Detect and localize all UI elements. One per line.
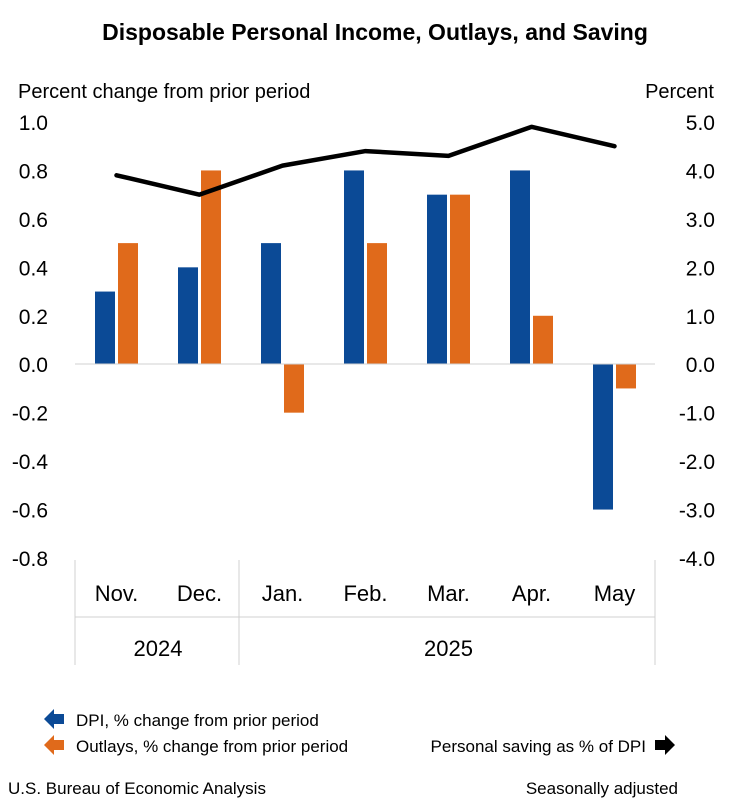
left-tick-label: -0.4	[12, 451, 49, 474]
legend-label-outlays: Outlays, % change from prior period	[76, 737, 348, 756]
left-axis-ticks: 1.0 0.8 0.6 0.4 0.2 0.0 -0.2 -0.4 -0.6 -0.8	[12, 112, 49, 571]
bar-dpi	[178, 267, 198, 365]
bar-dpi	[261, 243, 281, 365]
bar-dpi	[427, 194, 447, 365]
right-tick-label: -2.0	[679, 451, 715, 474]
saving-line	[114, 124, 617, 197]
left-tick-label: -0.6	[12, 500, 48, 523]
bar-outlays	[201, 170, 221, 365]
left-arrow-icon	[44, 735, 64, 755]
left-tick-label: 0.6	[19, 209, 48, 232]
left-tick-label: 0.2	[19, 306, 48, 329]
bar-series	[95, 170, 636, 510]
bar-outlays	[118, 243, 138, 365]
year-label: 2024	[134, 636, 183, 661]
right-tick-label: 2.0	[686, 257, 715, 280]
right-tick-label: 1.0	[686, 306, 715, 329]
legend-label-dpi: DPI, % change from prior period	[76, 711, 319, 730]
category-label: Apr.	[512, 581, 551, 606]
right-axis-ticks: 5.0 4.0 3.0 2.0 1.0 0.0 -1.0 -2.0 -3.0 -4.0	[679, 112, 715, 571]
chart-title: Disposable Personal Income, Outlays, and…	[102, 19, 648, 45]
year-label: 2025	[424, 636, 473, 661]
category-label: May	[594, 581, 636, 606]
right-tick-label: -3.0	[679, 500, 715, 523]
legend: DPI, % change from prior period Outlays,…	[44, 709, 675, 756]
legend-item-saving: Personal saving as % of DPI	[431, 735, 675, 756]
category-label: Mar.	[427, 581, 470, 606]
saving-line-series	[114, 124, 617, 197]
category-label: Nov.	[95, 581, 139, 606]
category-label: Jan.	[262, 581, 304, 606]
bar-outlays	[533, 315, 553, 365]
right-axis-title: Percent	[645, 81, 714, 103]
right-tick-label: -4.0	[679, 548, 715, 571]
bar-outlays	[284, 364, 304, 413]
right-arrow-icon	[655, 735, 675, 755]
left-tick-label: 0.4	[19, 257, 49, 280]
legend-item-outlays: Outlays, % change from prior period	[44, 735, 348, 756]
legend-item-dpi: DPI, % change from prior period	[44, 709, 319, 730]
bar-dpi	[593, 364, 613, 510]
right-tick-label: 3.0	[686, 209, 715, 232]
year-labels: 2024 2025	[134, 636, 473, 661]
category-label: Feb.	[343, 581, 387, 606]
category-table-lines	[74, 560, 656, 665]
left-tick-label: 1.0	[19, 112, 48, 135]
left-axis-title: Percent change from prior period	[18, 81, 310, 103]
bar-dpi	[510, 170, 530, 365]
bar-outlays	[450, 194, 470, 365]
bar-outlays	[367, 243, 387, 365]
right-tick-label: 4.0	[686, 160, 715, 183]
seasonal-note: Seasonally adjusted	[526, 779, 678, 798]
right-tick-label: -1.0	[679, 403, 715, 426]
category-labels: Nov. Dec. Jan. Feb. Mar. Apr. May	[95, 581, 636, 606]
source-note: U.S. Bureau of Economic Analysis	[8, 779, 266, 798]
bar-dpi	[344, 170, 364, 365]
left-tick-label: 0.0	[19, 354, 48, 377]
legend-label-saving: Personal saving as % of DPI	[431, 737, 646, 756]
left-tick-label: 0.8	[19, 160, 48, 183]
bar-outlays	[616, 364, 636, 389]
bar-dpi	[95, 291, 115, 365]
left-tick-label: -0.2	[12, 403, 48, 426]
right-tick-label: 5.0	[686, 112, 715, 135]
right-tick-label: 0.0	[686, 354, 715, 377]
category-label: Dec.	[177, 581, 222, 606]
left-tick-label: -0.8	[12, 548, 48, 571]
left-arrow-icon	[44, 709, 64, 729]
